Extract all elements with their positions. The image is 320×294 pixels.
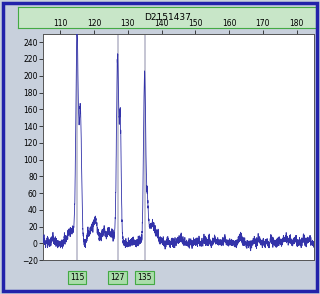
Text: D2151437: D2151437 (144, 13, 191, 22)
Text: 127: 127 (110, 273, 125, 282)
Text: 135: 135 (137, 273, 152, 282)
Text: 115: 115 (70, 273, 84, 282)
